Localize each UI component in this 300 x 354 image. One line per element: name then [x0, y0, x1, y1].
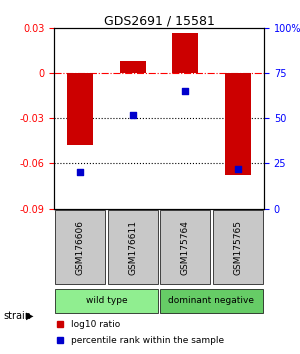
FancyBboxPatch shape: [107, 210, 158, 284]
Text: wild type: wild type: [86, 296, 127, 305]
Text: dominant negative: dominant negative: [169, 296, 254, 305]
Bar: [225, 73, 251, 176]
FancyBboxPatch shape: [55, 210, 106, 284]
Text: percentile rank within the sample: percentile rank within the sample: [71, 336, 224, 345]
Text: ▶: ▶: [26, 311, 33, 321]
FancyBboxPatch shape: [212, 210, 263, 284]
Title: GDS2691 / 15581: GDS2691 / 15581: [103, 14, 214, 27]
Point: [130, 112, 135, 118]
Point: [235, 166, 240, 172]
Text: strain: strain: [3, 311, 31, 321]
Bar: [67, 73, 93, 145]
Point: [78, 170, 83, 175]
Text: GSM175765: GSM175765: [233, 219, 242, 275]
Text: GSM176611: GSM176611: [128, 219, 137, 275]
Point: [183, 88, 188, 94]
FancyBboxPatch shape: [160, 289, 263, 313]
FancyBboxPatch shape: [55, 289, 158, 313]
Text: GSM176606: GSM176606: [76, 219, 85, 275]
Bar: [172, 33, 198, 73]
Text: log10 ratio: log10 ratio: [71, 320, 120, 329]
Bar: [120, 61, 146, 73]
FancyBboxPatch shape: [160, 210, 210, 284]
Text: GSM175764: GSM175764: [181, 220, 190, 275]
